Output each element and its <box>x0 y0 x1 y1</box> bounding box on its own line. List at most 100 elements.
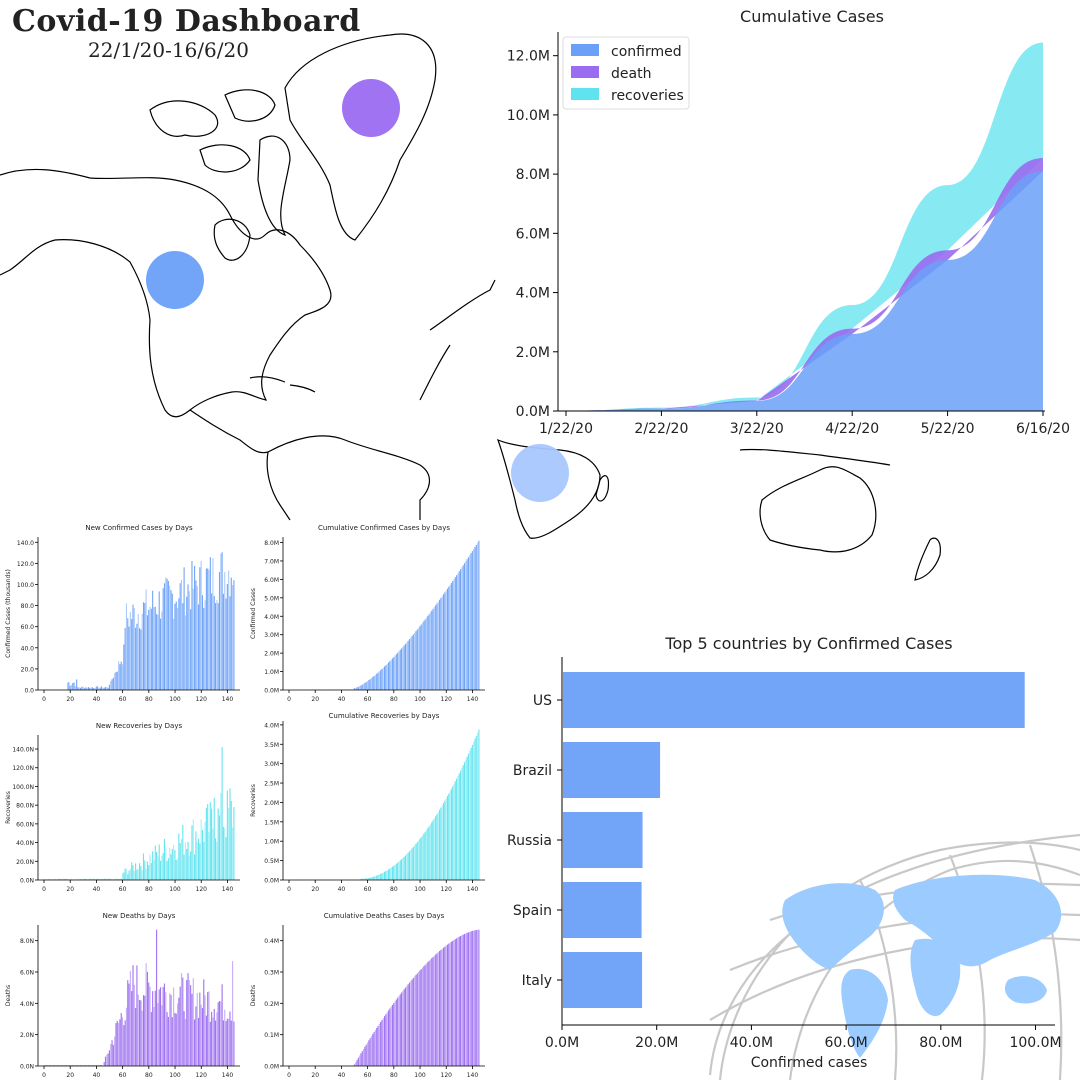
small-xtick-label: 60 <box>364 886 372 893</box>
area-xtick-label: 5/22/20 <box>921 421 975 437</box>
small-xtick-label: 140 <box>467 1072 479 1079</box>
small-xtick-label: 140 <box>222 886 234 893</box>
small-chart-new_death: New Deaths by Days 0.0N 2.0N 4.0N 6.0N 8.0N 0 2… <box>5 912 240 1079</box>
small-ytick-label: 2.0M <box>264 651 279 658</box>
small-xtick-label: 40 <box>93 696 101 703</box>
hbar-bar-brazil <box>563 742 661 798</box>
small-ytick-label: 140.0 <box>17 540 34 547</box>
small-ytick-label: 0.0N <box>20 878 34 885</box>
legend-label-recoveries: recoveries <box>611 88 684 104</box>
hbar-xtick-label: 100.0M <box>1009 1035 1061 1051</box>
small-xtick-label: 140 <box>467 886 479 893</box>
daily-charts-grid: New Confirmed Cases by Days 0.0 20.0 40.0 60… <box>5 524 485 1079</box>
hbar-title: Top 5 countries by Confirmed Cases <box>664 634 952 653</box>
area-ytick-label: 8.0M <box>516 167 550 183</box>
small-xtick-label: 60 <box>119 886 127 893</box>
small-ytick-label: 6.0N <box>20 970 34 977</box>
small-xtick-label: 120 <box>196 696 208 703</box>
legend-swatch-confirmed <box>571 44 599 56</box>
map-south-america <box>266 435 430 521</box>
map-marker-lightblue <box>511 444 569 502</box>
small-chart-cum_recov: Cumulative Recoveries by Days 0.0M 0.5M 1.0… <box>250 712 485 893</box>
small-xtick-label: 120 <box>441 1072 453 1079</box>
small-xtick-label: 120 <box>441 696 453 703</box>
small-xtick-label: 100 <box>414 1072 426 1079</box>
small-ylabel: Confirmed Cases (thousands) <box>5 569 12 658</box>
small-xtick-label: 100 <box>169 696 181 703</box>
map-arctic-islands <box>149 89 291 237</box>
small-chart-title: New Confirmed Cases by Days <box>85 524 193 532</box>
area-chart-title: Cumulative Cases <box>740 7 884 26</box>
small-xtick-label: 40 <box>338 886 346 893</box>
small-chart-title: Cumulative Deaths Cases by Days <box>324 912 445 920</box>
small-ytick-label: 120.0 <box>17 561 34 568</box>
small-ylabel: Deaths <box>5 985 12 1006</box>
small-ytick-label: 7.0M <box>264 558 279 565</box>
small-xtick-label: 60 <box>364 1072 372 1079</box>
small-xtick-label: 140 <box>467 696 479 703</box>
hbar-xtick-label: 0.0M <box>545 1035 579 1051</box>
small-xtick-label: 60 <box>119 1072 127 1079</box>
hbar-xtick-label: 20.0M <box>635 1035 678 1051</box>
small-ytick-label: 1.0M <box>264 839 279 846</box>
small-chart-title: New Deaths by Days <box>103 912 176 920</box>
small-ytick-label: 0.1M <box>264 1032 279 1039</box>
small-ylabel: Recoveries <box>5 791 12 824</box>
small-xtick-label: 0 <box>42 696 46 703</box>
small-xtick-label: 80 <box>145 1072 153 1079</box>
small-ytick-label: 0.3M <box>264 970 279 977</box>
small-ytick-label: 4.0N <box>20 1001 34 1008</box>
globe-australia <box>1004 976 1047 1004</box>
map-central-america <box>189 409 269 454</box>
small-xtick-label: 100 <box>414 886 426 893</box>
small-xtick-label: 20 <box>66 1072 74 1079</box>
small-ytick-label: 5.0M <box>264 595 279 602</box>
hbar-xtick-label: 40.0M <box>730 1035 773 1051</box>
small-ytick-label: 80.0 <box>21 603 35 610</box>
small-xtick-label: 120 <box>441 886 453 893</box>
globe-africa <box>910 938 961 1016</box>
hbar-xtick-label: 60.0M <box>824 1035 867 1051</box>
small-ytick-label: 1.0M <box>264 669 279 676</box>
area-ytick-label: 2.0M <box>516 345 550 361</box>
small-ytick-label: 2.0N <box>20 1032 34 1039</box>
small-ytick-label: 140.0N <box>12 747 34 754</box>
small-xtick-label: 120 <box>196 886 208 893</box>
dashboard-title: Covid-19 Dashboard <box>12 4 361 39</box>
small-chart-new_confirmed: New Confirmed Cases by Days 0.0 20.0 40.0 60… <box>5 524 240 703</box>
small-ytick-label: 100.0 <box>17 582 34 589</box>
area-xtick-label: 1/22/20 <box>539 421 593 437</box>
area-ytick-label: 0.0M <box>516 404 550 420</box>
small-ytick-label: 6.0M <box>264 577 279 584</box>
small-xtick-label: 0 <box>42 886 46 893</box>
small-xtick-label: 20 <box>66 886 74 893</box>
small-ytick-label: 2.0M <box>264 800 279 807</box>
small-ytick-label: 40.0N <box>16 840 34 847</box>
globe-north-america <box>782 883 884 970</box>
small-ytick-label: 2.5M <box>264 781 279 788</box>
area-series-recoveries <box>566 42 1043 411</box>
small-xtick-label: 20 <box>311 1072 319 1079</box>
small-xtick-label: 40 <box>338 1072 346 1079</box>
hbar-category-label: Spain <box>513 903 552 919</box>
small-ytick-label: 20.0 <box>21 666 35 673</box>
hbar-category-label: US <box>533 693 552 709</box>
area-ytick-label: 4.0M <box>516 286 550 302</box>
small-xtick-label: 80 <box>390 696 398 703</box>
small-ytick-label: 4.0M <box>264 614 279 621</box>
small-ytick-label: 80.0N <box>16 803 34 810</box>
small-chart-new_recov: New Recoveries by Days 0.0N 20.0N 40.0N 60.0… <box>5 722 240 893</box>
hbar-xlabel: Confirmed cases <box>751 1055 868 1071</box>
small-ytick-label: 60.0N <box>16 821 34 828</box>
small-xtick-label: 60 <box>364 696 372 703</box>
small-ytick-label: 0.0M <box>264 878 279 885</box>
small-xtick-label: 100 <box>414 696 426 703</box>
small-chart-title: New Recoveries by Days <box>96 722 183 730</box>
map-australia <box>759 466 877 553</box>
small-ytick-label: 0.0M <box>264 1064 279 1071</box>
small-chart-title: Cumulative Recoveries by Days <box>329 712 440 720</box>
cumulative-cases-chart: Cumulative Cases 0.0M 2.0M 4.0M 6.0M 8.0M 10.… <box>507 0 1080 440</box>
small-xtick-label: 40 <box>93 1072 101 1079</box>
legend-swatch-death <box>571 66 599 78</box>
small-xtick-label: 120 <box>196 1072 208 1079</box>
